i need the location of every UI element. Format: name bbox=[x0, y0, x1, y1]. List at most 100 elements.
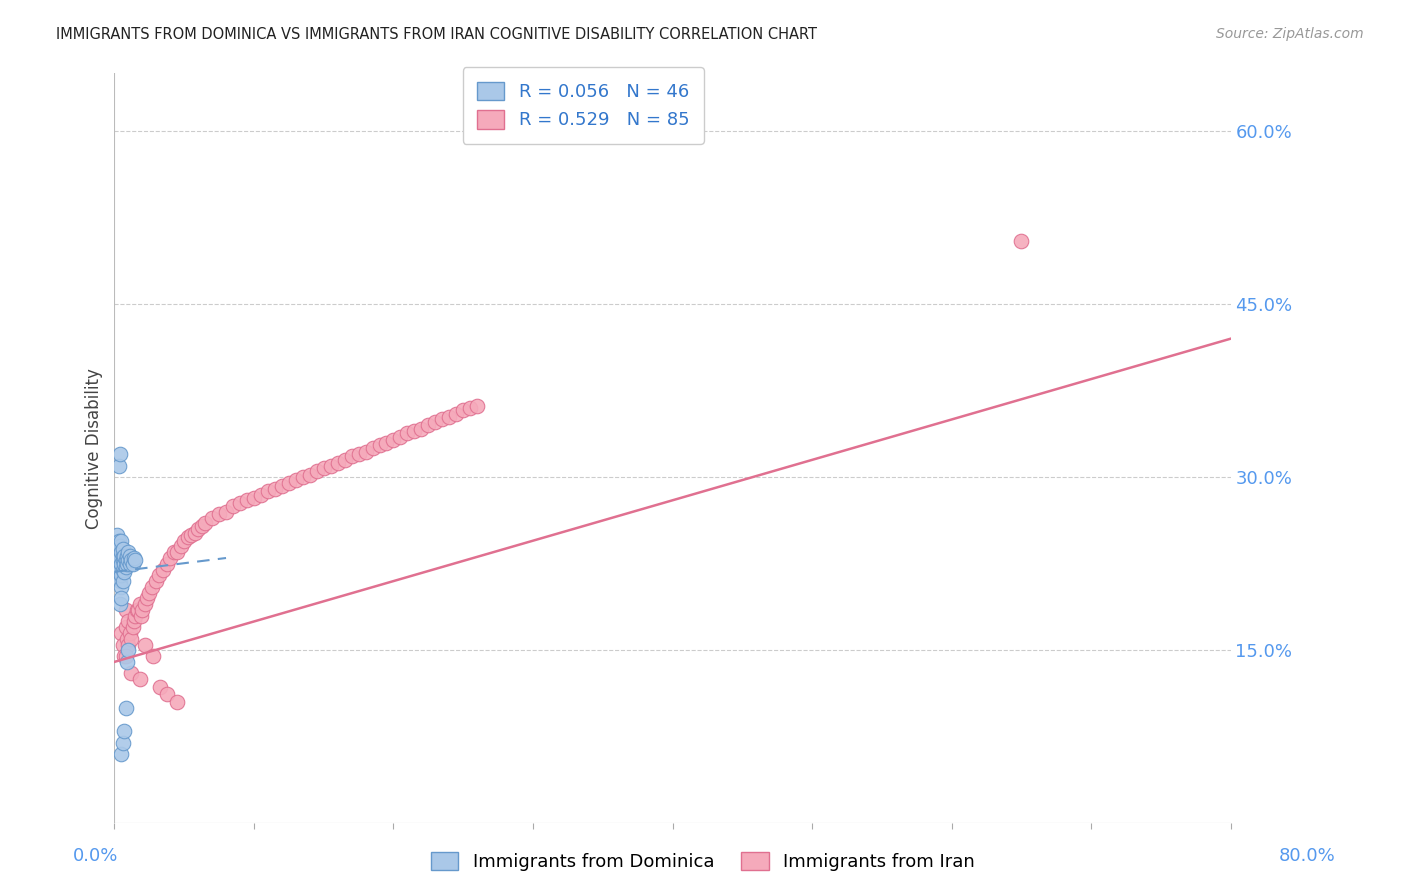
Point bbox=[105, 563, 128, 577]
Point bbox=[111, 574, 134, 588]
Point bbox=[187, 522, 209, 536]
Point bbox=[129, 608, 152, 623]
Point bbox=[319, 458, 342, 473]
Point bbox=[236, 493, 259, 508]
Point bbox=[243, 491, 266, 505]
Point bbox=[110, 568, 132, 582]
Point bbox=[120, 553, 142, 567]
Point bbox=[117, 545, 139, 559]
Legend: Immigrants from Dominica, Immigrants from Iran: Immigrants from Dominica, Immigrants fro… bbox=[425, 845, 981, 879]
Text: 80.0%: 80.0% bbox=[1279, 847, 1336, 865]
Point bbox=[305, 465, 328, 479]
Point bbox=[112, 565, 135, 579]
Point bbox=[163, 545, 186, 559]
Point bbox=[465, 399, 488, 413]
Point bbox=[156, 687, 179, 701]
Point bbox=[277, 475, 299, 490]
Point bbox=[347, 447, 370, 461]
Point bbox=[124, 608, 146, 623]
Point bbox=[108, 563, 131, 577]
Point bbox=[120, 632, 142, 646]
Point bbox=[340, 450, 363, 464]
Point bbox=[114, 649, 136, 664]
Point bbox=[142, 649, 165, 664]
Point bbox=[108, 597, 131, 611]
Point bbox=[326, 456, 349, 470]
Point bbox=[298, 467, 321, 482]
Point bbox=[108, 551, 131, 566]
Point bbox=[110, 580, 132, 594]
Point bbox=[141, 580, 163, 594]
Text: IMMIGRANTS FROM DOMINICA VS IMMIGRANTS FROM IRAN COGNITIVE DISABILITY CORRELATIO: IMMIGRANTS FROM DOMINICA VS IMMIGRANTS F… bbox=[56, 27, 817, 42]
Point bbox=[444, 407, 467, 421]
Point bbox=[375, 435, 398, 450]
Point bbox=[105, 528, 128, 542]
Point bbox=[112, 724, 135, 739]
Point bbox=[418, 418, 440, 433]
Point bbox=[432, 412, 454, 426]
Point bbox=[118, 626, 141, 640]
Point bbox=[166, 545, 188, 559]
Point bbox=[152, 563, 174, 577]
Point bbox=[138, 585, 160, 599]
Point bbox=[107, 458, 129, 473]
Point bbox=[112, 557, 135, 571]
Point bbox=[166, 695, 188, 709]
Point bbox=[134, 638, 156, 652]
Point bbox=[368, 438, 391, 452]
Point bbox=[115, 557, 138, 571]
Point bbox=[111, 563, 134, 577]
Point bbox=[120, 666, 142, 681]
Y-axis label: Cognitive Disability: Cognitive Disability bbox=[86, 368, 103, 529]
Point bbox=[201, 510, 224, 524]
Point bbox=[114, 620, 136, 634]
Text: 0.0%: 0.0% bbox=[73, 847, 118, 865]
Point bbox=[111, 541, 134, 556]
Point bbox=[121, 620, 143, 634]
Point bbox=[159, 551, 181, 566]
Point bbox=[404, 424, 426, 438]
Point bbox=[257, 484, 280, 499]
Point bbox=[128, 597, 150, 611]
Point bbox=[135, 591, 157, 606]
Point bbox=[208, 507, 231, 521]
Point bbox=[191, 518, 214, 533]
Point bbox=[111, 549, 134, 563]
Point bbox=[125, 603, 148, 617]
Point bbox=[108, 447, 131, 461]
Point bbox=[170, 540, 193, 554]
Point bbox=[108, 540, 131, 554]
Point bbox=[361, 442, 384, 456]
Point bbox=[107, 568, 129, 582]
Point bbox=[1010, 234, 1032, 248]
Point bbox=[458, 401, 481, 415]
Text: Source: ZipAtlas.com: Source: ZipAtlas.com bbox=[1216, 27, 1364, 41]
Point bbox=[184, 525, 207, 540]
Point bbox=[180, 528, 202, 542]
Point bbox=[389, 430, 412, 444]
Point bbox=[111, 553, 134, 567]
Point bbox=[284, 473, 307, 487]
Point bbox=[112, 649, 135, 664]
Point bbox=[124, 553, 146, 567]
Point bbox=[107, 557, 129, 571]
Point bbox=[117, 553, 139, 567]
Point bbox=[229, 495, 252, 509]
Point bbox=[250, 487, 273, 501]
Point bbox=[114, 603, 136, 617]
Point bbox=[114, 701, 136, 715]
Point bbox=[107, 545, 129, 559]
Point bbox=[145, 574, 167, 588]
Legend: R = 0.056   N = 46, R = 0.529   N = 85: R = 0.056 N = 46, R = 0.529 N = 85 bbox=[463, 67, 704, 144]
Point bbox=[396, 426, 419, 441]
Point bbox=[128, 672, 150, 686]
Point bbox=[173, 533, 195, 548]
Point bbox=[112, 549, 135, 563]
Point bbox=[333, 453, 356, 467]
Point bbox=[425, 415, 447, 429]
Point bbox=[107, 533, 129, 548]
Point bbox=[131, 603, 153, 617]
Point bbox=[411, 422, 433, 436]
Point bbox=[115, 655, 138, 669]
Point bbox=[121, 557, 143, 571]
